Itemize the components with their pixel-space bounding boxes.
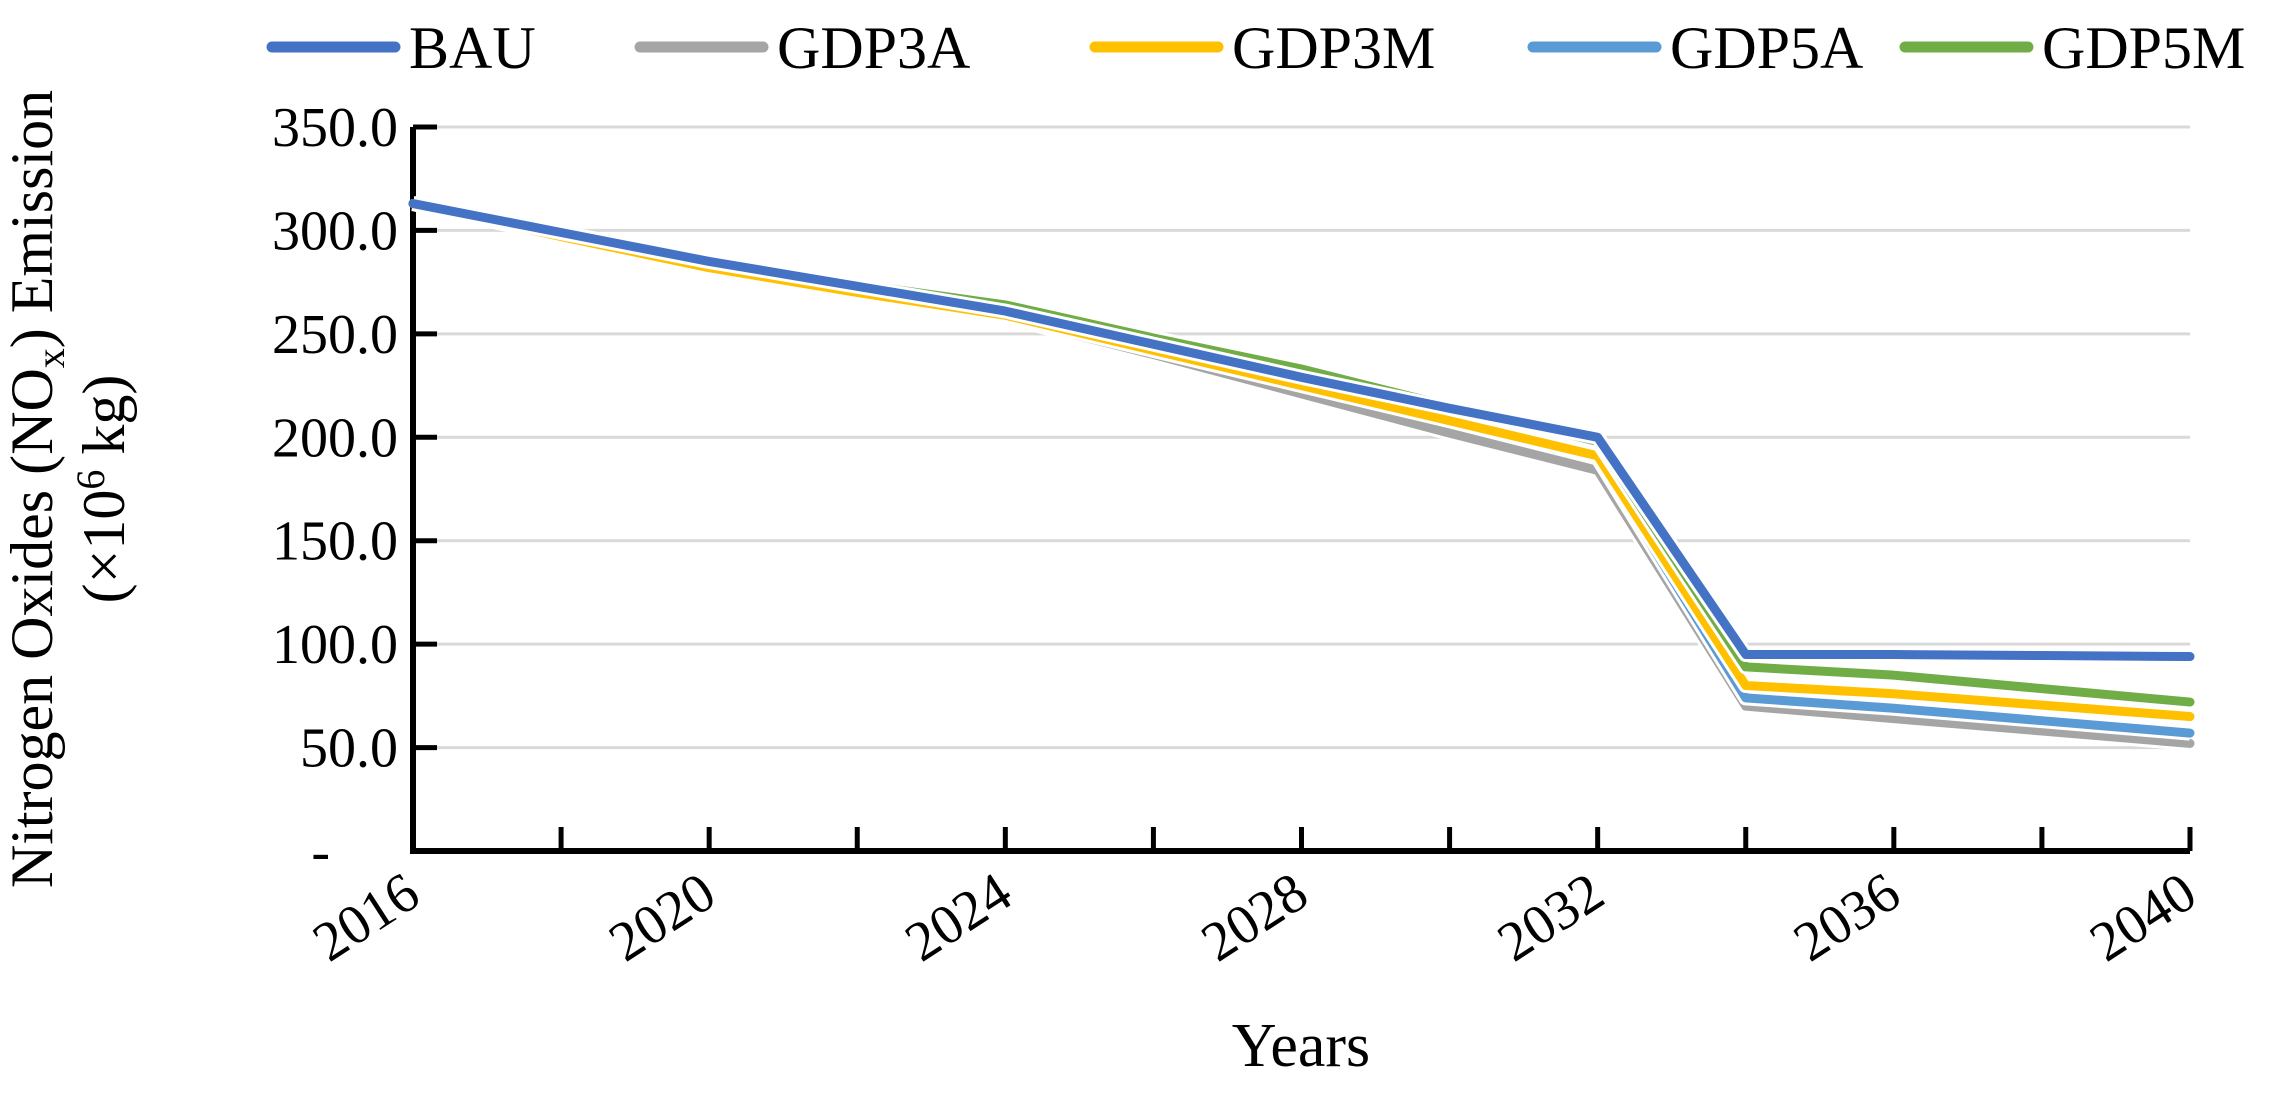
x-tick-label: 2028	[1191, 861, 1319, 974]
series-lines	[408, 196, 2195, 751]
legend-label-GDP5A: GDP5A	[1670, 15, 1863, 81]
gridlines	[413, 125, 2190, 750]
series-line-GDP3A	[408, 199, 2195, 748]
y-title-text: (×10	[71, 490, 137, 604]
legend-label-GDP3M: GDP3M	[1232, 15, 1435, 81]
y-tick-label: 300.0	[272, 200, 398, 262]
y-axis-title-line2: (×106 kg)	[68, 375, 137, 604]
legend-label-BAU: BAU	[409, 15, 536, 81]
y-title-text: Nitrogen Oxides (NO	[0, 368, 65, 888]
y-tick-label: 150.0	[272, 511, 398, 573]
x-tick-label: 2020	[599, 861, 727, 974]
legend-label-GDP5M: GDP5M	[2042, 15, 2245, 81]
series-line-casing-GDP5M	[411, 196, 2191, 710]
x-axis-title: Years	[1232, 1012, 1370, 1080]
y-tick-label: 50.0	[300, 718, 398, 780]
series-line-BAU	[408, 199, 2195, 662]
y-axis-title-line1: Nitrogen Oxides (NOx) Emission	[0, 90, 73, 888]
x-tick-label: 2032	[1487, 861, 1615, 974]
x-tick-label: 2040	[2079, 861, 2207, 974]
y-axis-tick-labels: 350.0 300.0 250.0 200.0 150.0 100.0 50.0 -	[272, 97, 398, 883]
series-line-casing-BAU	[411, 196, 2191, 665]
axes	[410, 124, 2193, 854]
y-tick-label: 250.0	[272, 304, 398, 366]
series-line-GDP5M	[408, 199, 2195, 707]
x-tick-label: 2036	[1783, 861, 1911, 974]
x-axis-tick-labels: 2016 2020 2024 2028 2032 2036 2040	[302, 861, 2207, 974]
y-title-superscript: 6	[68, 470, 113, 490]
y-tick-label: 100.0	[272, 614, 398, 676]
x-tick-label: 2024	[895, 861, 1023, 974]
y-title-text: ) Emission	[0, 90, 65, 348]
series-line-GDP3M	[408, 199, 2195, 722]
y-tick-label: 350.0	[272, 97, 398, 159]
series-line-casing-GDP3M	[411, 196, 2191, 725]
y-title-text: kg)	[71, 375, 137, 470]
y-tick-label: -	[311, 821, 330, 883]
y-tick-label: 200.0	[272, 407, 398, 469]
y-title-subscript: x	[28, 348, 73, 368]
legend: BAU GDP3A GDP3M GDP5A GDP5M	[266, 15, 2245, 81]
series-line-casing-GDP3A	[411, 196, 2191, 751]
legend-label-GDP3A: GDP3A	[777, 15, 970, 81]
